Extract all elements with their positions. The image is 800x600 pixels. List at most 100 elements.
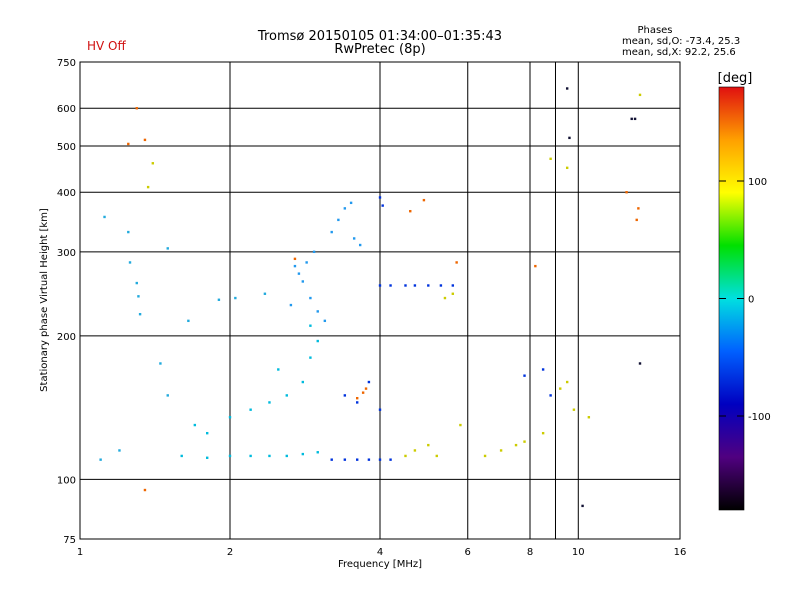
data-point xyxy=(367,458,371,461)
data-point xyxy=(427,443,430,447)
data-point xyxy=(187,319,190,323)
data-point xyxy=(422,198,426,202)
data-point xyxy=(358,243,362,247)
data-point xyxy=(228,454,232,458)
data-point xyxy=(343,458,347,461)
data-point xyxy=(316,451,319,454)
y-tick-label: 300 xyxy=(57,248,76,259)
data-point xyxy=(263,292,267,295)
data-point xyxy=(499,449,503,452)
data-point xyxy=(135,281,138,285)
chart-title: Tromsø 20150105 01:34:00–01:35:43 xyxy=(257,29,502,44)
data-point xyxy=(413,284,417,287)
phases-legend-title: Phases xyxy=(637,25,672,36)
data-point xyxy=(361,391,365,394)
data-point xyxy=(138,312,142,316)
data-point xyxy=(378,196,382,199)
data-point xyxy=(166,247,169,250)
x-axis-label: Frequency [MHz] xyxy=(338,559,422,570)
data-point xyxy=(268,454,271,458)
data-point xyxy=(568,136,571,140)
data-point xyxy=(268,401,271,404)
data-point xyxy=(193,423,197,427)
data-point xyxy=(343,394,347,397)
data-point xyxy=(435,454,438,458)
y-tick-label: 600 xyxy=(57,104,76,115)
x-tick-label: 10 xyxy=(572,547,585,558)
data-point xyxy=(301,280,305,283)
data-point xyxy=(316,339,319,343)
colorbar-tick-label: 100 xyxy=(748,177,767,188)
data-point xyxy=(378,408,382,411)
data-point xyxy=(541,431,545,435)
y-axis-label: Stationary phase Virtual Height [km] xyxy=(39,208,50,392)
data-point xyxy=(301,380,305,384)
data-point xyxy=(343,207,347,210)
grid-lines xyxy=(80,62,680,539)
data-point xyxy=(217,298,221,301)
x-tick-label: 6 xyxy=(465,547,471,558)
data-point xyxy=(378,284,382,287)
data-point xyxy=(293,264,297,268)
data-point xyxy=(514,443,518,447)
data-point xyxy=(625,191,628,194)
x-tick-label: 16 xyxy=(674,547,687,558)
data-point xyxy=(565,87,569,90)
chart-subtitle: RwPretec (8p) xyxy=(334,42,425,57)
x-tick-label: 1 xyxy=(77,547,83,558)
data-point xyxy=(228,416,232,419)
data-point xyxy=(301,452,305,456)
data-point xyxy=(352,237,356,240)
data-point xyxy=(389,284,392,287)
data-point xyxy=(234,296,237,300)
data-point xyxy=(635,218,638,222)
data-point xyxy=(455,261,458,264)
data-point xyxy=(367,380,371,384)
data-point xyxy=(633,117,637,121)
data-point xyxy=(483,454,487,458)
phases-legend-x: mean, sd,X: 92.2, 25.6 xyxy=(622,47,736,58)
data-point xyxy=(364,387,368,390)
x-axis-ticks: 1 2 4 6 8 10 16 xyxy=(77,547,687,558)
data-point xyxy=(127,230,130,234)
data-point xyxy=(103,215,106,219)
data-point xyxy=(127,142,130,146)
data-point xyxy=(409,209,412,213)
data-point xyxy=(337,218,340,222)
data-point xyxy=(137,295,140,298)
data-point xyxy=(128,261,132,264)
data-point xyxy=(378,458,382,461)
data-point xyxy=(143,138,147,142)
data-point xyxy=(413,449,417,452)
data-point xyxy=(285,454,288,458)
data-point xyxy=(630,117,633,121)
data-point xyxy=(293,257,297,261)
colorbar-ticks: 100 0 -100 xyxy=(719,177,771,423)
hv-status: HV Off xyxy=(87,39,126,53)
x-tick-label: 4 xyxy=(377,547,383,558)
data-point xyxy=(637,207,640,210)
x-tick-label: 8 xyxy=(527,547,533,558)
data-point xyxy=(638,362,642,365)
data-point xyxy=(523,440,526,443)
data-point xyxy=(404,454,407,458)
data-point xyxy=(285,394,288,397)
phases-legend-o: mean, sd,O: -73.4, 25.3 xyxy=(622,36,740,47)
data-point xyxy=(330,230,333,234)
data-point xyxy=(180,454,183,458)
x-tick-label: 2 xyxy=(227,547,233,558)
data-point xyxy=(205,456,209,459)
data-point xyxy=(277,368,280,371)
data-point xyxy=(587,416,591,419)
data-point xyxy=(541,368,545,371)
data-point xyxy=(249,408,252,411)
y-axis-ticks: 75 100 200 300 400 500 600 750 xyxy=(57,58,76,546)
y-tick-label: 400 xyxy=(57,188,76,199)
y-tick-label: 100 xyxy=(57,475,76,486)
data-point xyxy=(534,264,537,268)
data-point xyxy=(355,458,359,461)
data-point xyxy=(443,296,447,300)
data-point xyxy=(289,303,293,307)
data-point xyxy=(565,166,569,170)
